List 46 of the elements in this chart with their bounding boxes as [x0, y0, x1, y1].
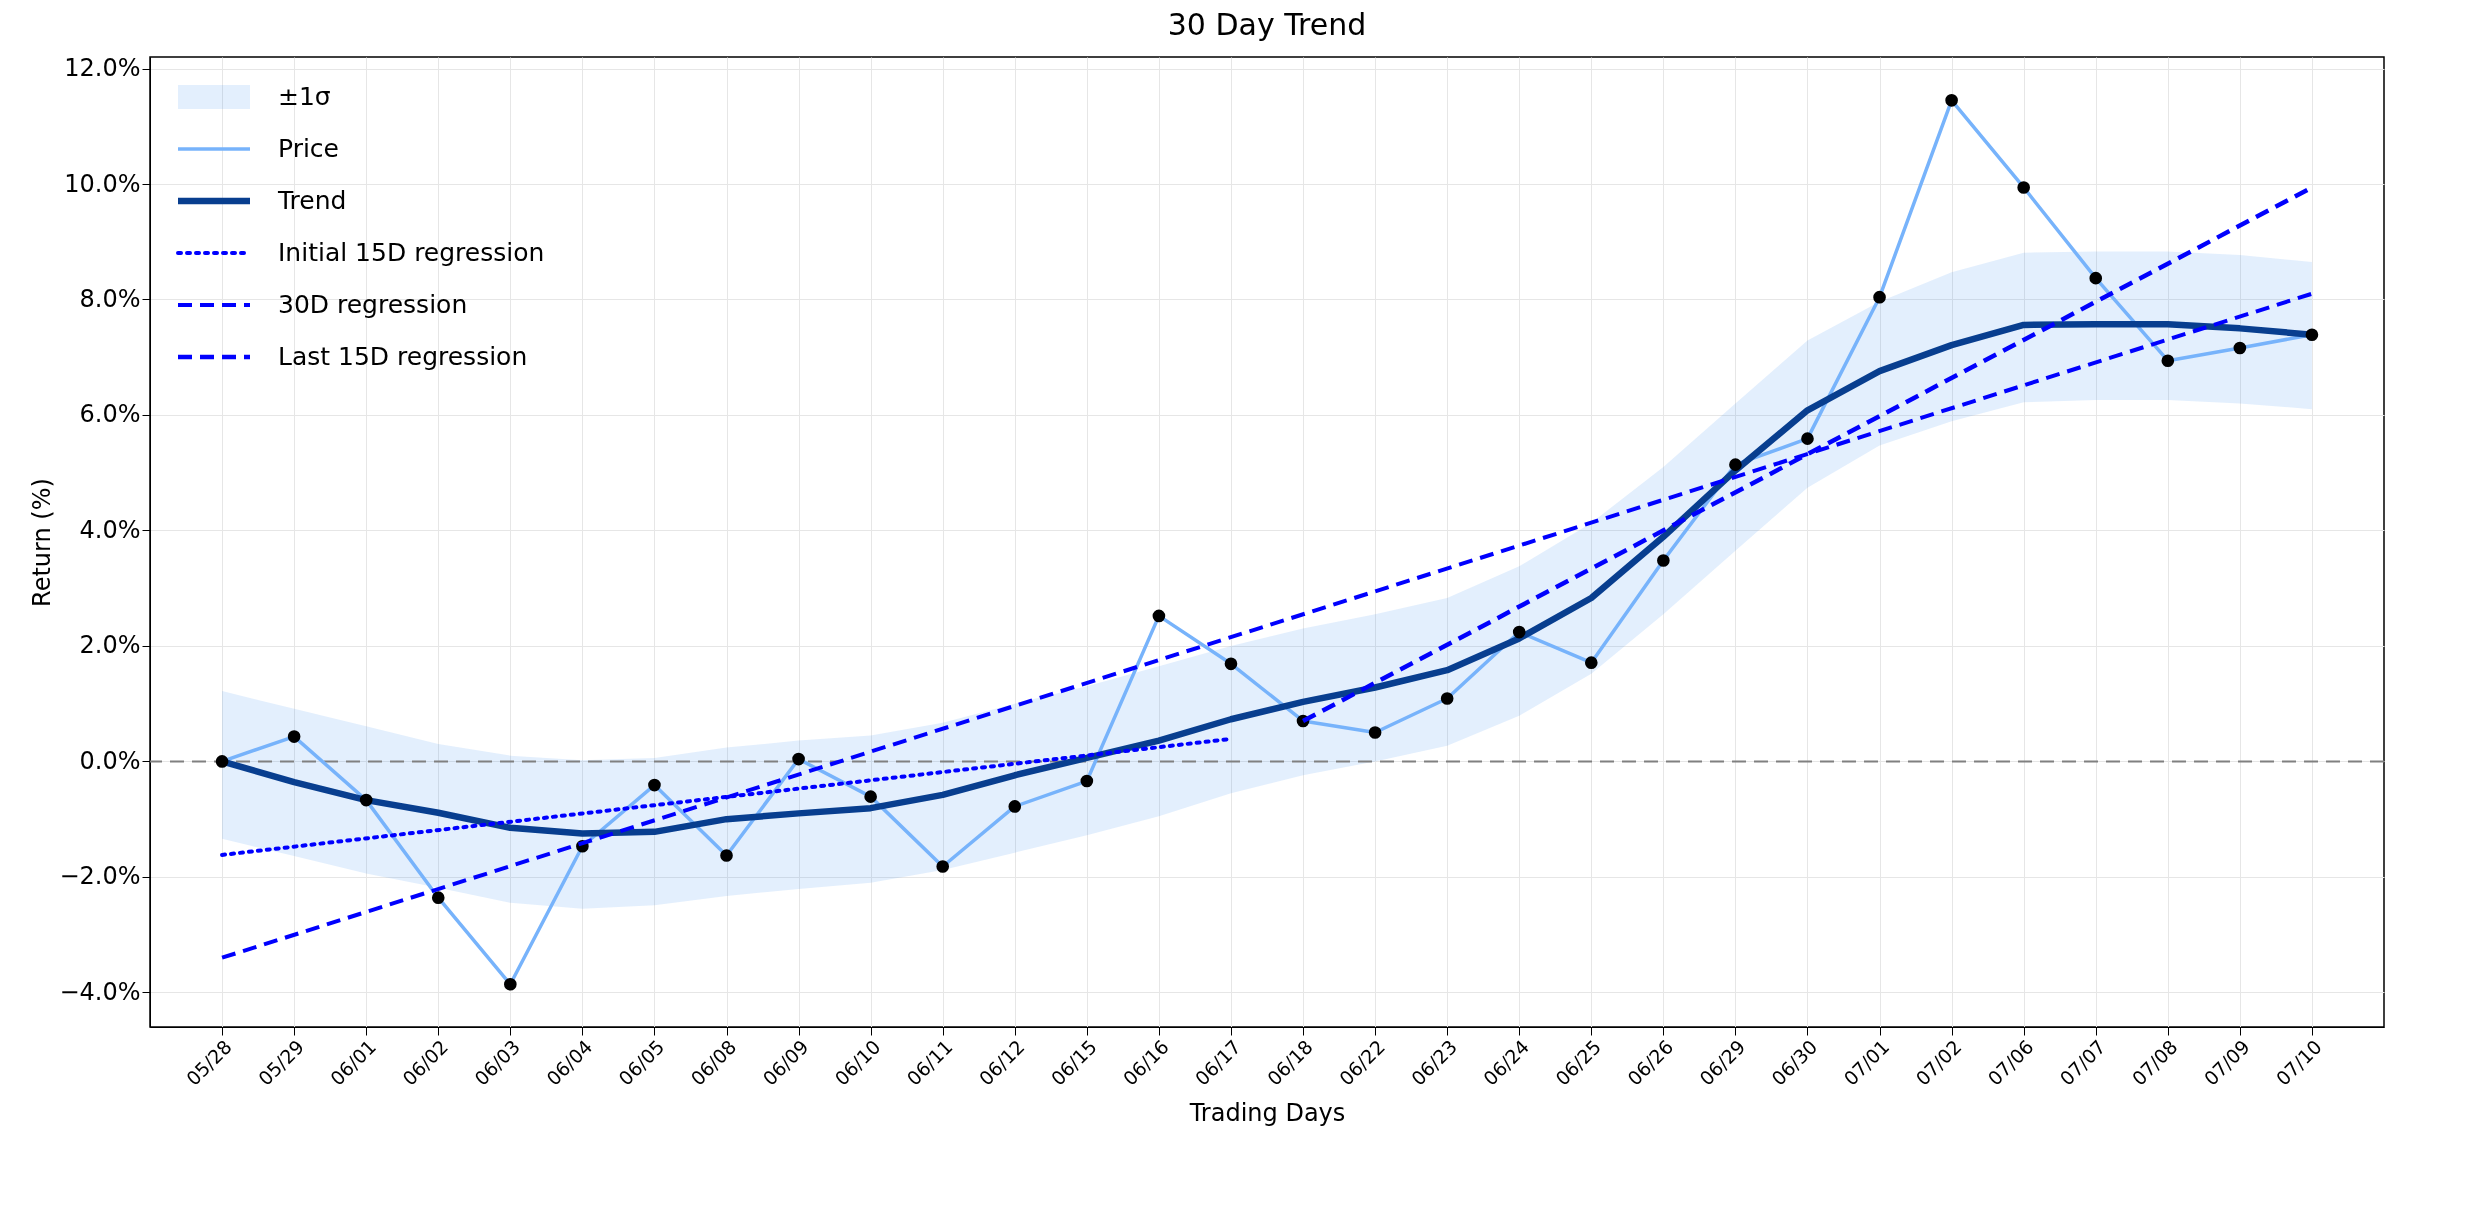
- y-tick-label: −2.0%: [59, 862, 141, 891]
- point: [504, 977, 517, 991]
- y-tick-label: 4.0%: [79, 515, 141, 544]
- point: [1512, 625, 1526, 639]
- point: [2233, 341, 2247, 355]
- y-tick-label: 10.0%: [64, 169, 141, 198]
- point: [2089, 271, 2103, 285]
- y-axis-title: Return (%): [28, 478, 57, 607]
- point: [1801, 432, 1814, 445]
- point: [864, 790, 877, 803]
- y-tick-label: 2.0%: [79, 631, 141, 660]
- y-tick-label: 12.0%: [64, 54, 141, 83]
- point: [1368, 726, 1382, 739]
- point: [2305, 328, 2319, 342]
- y-tick-label: 0.0%: [79, 746, 141, 775]
- point: [2017, 181, 2030, 194]
- point: [1873, 290, 1886, 304]
- point: [431, 891, 445, 904]
- y-tick-label: 6.0%: [79, 400, 141, 429]
- point: [1152, 609, 1166, 623]
- point: [792, 752, 805, 766]
- point: [1080, 774, 1094, 788]
- chart-title: 30 Day Trend: [1167, 6, 1367, 42]
- y-tick-label: −4.0%: [59, 977, 141, 1006]
- point: [1008, 800, 1022, 813]
- point: [215, 755, 229, 768]
- legend-label: Initial 15D regression: [278, 238, 545, 267]
- legend-label: Trend: [277, 186, 347, 215]
- y-tick-label: 8.0%: [79, 285, 141, 313]
- point: [1584, 656, 1598, 669]
- point: [1224, 657, 1238, 671]
- point: [936, 860, 950, 873]
- point: [1945, 93, 1958, 107]
- annotation: ±1σ: [278, 82, 331, 111]
- point: [287, 730, 301, 743]
- point: [359, 793, 373, 807]
- legend-label: Price: [278, 134, 339, 163]
- point: [2161, 354, 2175, 368]
- legend-label: Last 15D regression: [278, 342, 528, 371]
- point: [1440, 692, 1454, 705]
- point: [648, 778, 661, 792]
- x-axis-title: Trading Days: [1188, 1098, 1346, 1127]
- point: [1729, 458, 1742, 471]
- legend-label: 30D regression: [278, 290, 468, 319]
- point: [720, 849, 733, 862]
- point: [1657, 554, 1670, 567]
